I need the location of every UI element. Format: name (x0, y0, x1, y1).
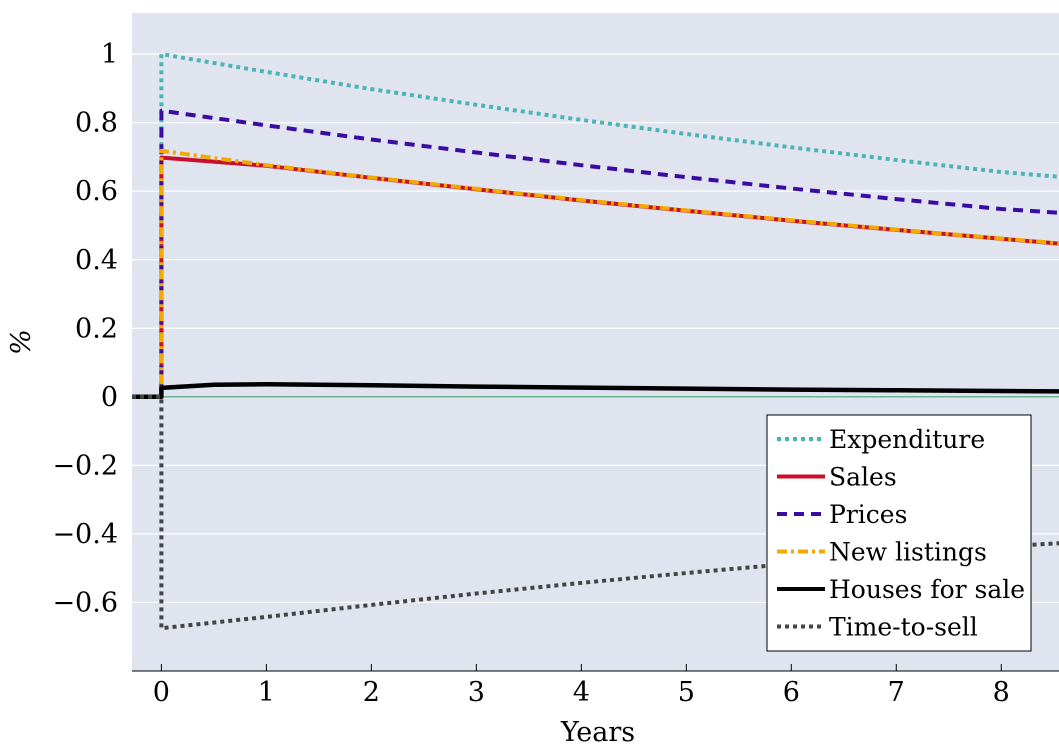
x-tick-label: 7 (888, 677, 905, 708)
series-line-prices (132, 108, 1059, 399)
x-axis-label: Years (560, 717, 635, 748)
y-tick-label: −0.6 (52, 587, 118, 618)
x-tick-label: 1 (258, 677, 275, 708)
legend-label-expenditure: Expenditure (829, 425, 985, 454)
legend-label-time-to-sell: Time-to-sell (829, 613, 978, 642)
legend-label-new-listings: New listings (829, 538, 987, 567)
y-axis-label: % (6, 329, 37, 355)
legend-box (766, 414, 1032, 652)
y-tick-label: −0.4 (52, 519, 118, 550)
y-tick-label: −0.2 (52, 450, 118, 481)
x-tick-label: 2 (363, 677, 380, 708)
legend-label-houses-for-sale: Houses for sale (829, 575, 1025, 604)
x-tick-label: 4 (573, 677, 590, 708)
legend-label-sales: Sales (829, 463, 897, 492)
y-tick-label: 0.2 (75, 313, 118, 344)
x-tick-label: 0 (153, 677, 170, 708)
y-tick-label: 0.6 (75, 176, 118, 207)
x-tick-label: 6 (783, 677, 800, 708)
x-tick-label: 5 (678, 677, 695, 708)
x-tick-label: 3 (468, 677, 485, 708)
series-line-houses-for-sale (132, 381, 1059, 400)
y-tick-label: 0.8 (75, 108, 118, 139)
x-axis-ticks: 0 1 2 3 4 5 6 7 8 (153, 664, 1010, 708)
legend: Expenditure Sales Prices New listings Houses… (766, 414, 1032, 652)
y-tick-label: 0.4 (75, 245, 118, 276)
series-line-new-listings (132, 148, 1059, 399)
y-axis-ticks: 1 0.8 0.6 0.4 0.2 0 −0.2 −0.4 −0.6 (52, 39, 118, 618)
y-tick-label: 1 (101, 39, 118, 70)
y-tick-label: 0 (101, 382, 118, 413)
legend-label-prices: Prices (829, 500, 907, 529)
x-tick-label: 8 (993, 677, 1010, 708)
